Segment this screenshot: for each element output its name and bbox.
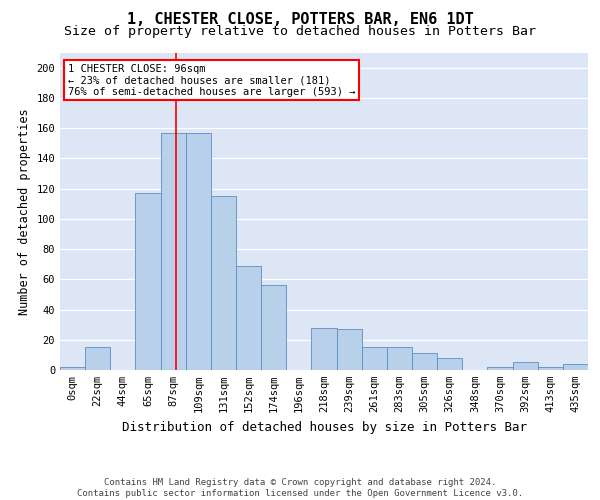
- Bar: [337, 329, 362, 370]
- Bar: [512, 362, 538, 370]
- Bar: [437, 358, 462, 370]
- Bar: [261, 286, 286, 370]
- Bar: [362, 348, 387, 370]
- Bar: [186, 132, 211, 370]
- Bar: [563, 364, 588, 370]
- Text: Size of property relative to detached houses in Potters Bar: Size of property relative to detached ho…: [64, 25, 536, 38]
- Bar: [60, 367, 85, 370]
- Bar: [211, 196, 236, 370]
- Bar: [161, 132, 186, 370]
- Bar: [412, 354, 437, 370]
- Bar: [538, 367, 563, 370]
- Text: 1 CHESTER CLOSE: 96sqm
← 23% of detached houses are smaller (181)
76% of semi-de: 1 CHESTER CLOSE: 96sqm ← 23% of detached…: [68, 64, 355, 97]
- X-axis label: Distribution of detached houses by size in Potters Bar: Distribution of detached houses by size …: [121, 420, 527, 434]
- Bar: [311, 328, 337, 370]
- Text: 1, CHESTER CLOSE, POTTERS BAR, EN6 1DT: 1, CHESTER CLOSE, POTTERS BAR, EN6 1DT: [127, 12, 473, 28]
- Y-axis label: Number of detached properties: Number of detached properties: [18, 108, 31, 314]
- Bar: [85, 348, 110, 370]
- Bar: [487, 367, 512, 370]
- Bar: [387, 348, 412, 370]
- Bar: [136, 193, 161, 370]
- Text: Contains HM Land Registry data © Crown copyright and database right 2024.
Contai: Contains HM Land Registry data © Crown c…: [77, 478, 523, 498]
- Bar: [236, 266, 261, 370]
